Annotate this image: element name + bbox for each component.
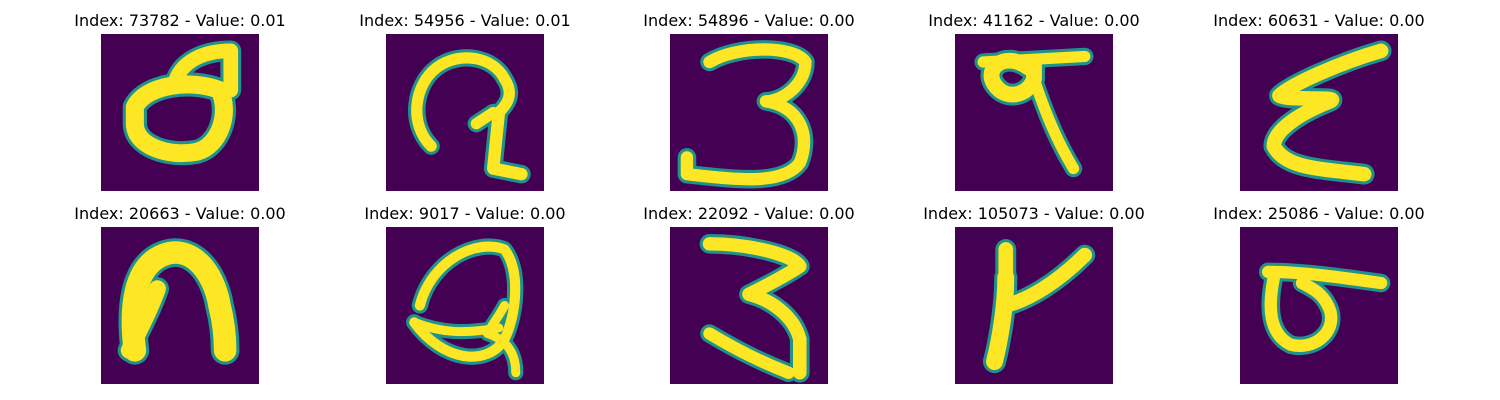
panel-title: Index: 54896 - Value: 0.00	[643, 11, 855, 30]
glyph-stroke	[703, 327, 795, 379]
grid-panel: Index: 54896 - Value: 0.00	[624, 12, 874, 202]
digit-image	[386, 227, 544, 384]
panel-title: Index: 20663 - Value: 0.00	[74, 204, 286, 223]
grid-panel: Index: 22092 - Value: 0.00	[624, 205, 874, 395]
glyph-stroke	[977, 50, 1091, 68]
glyph-stroke	[470, 106, 499, 130]
panel-title: Index: 105073 - Value: 0.00	[923, 204, 1145, 223]
grid-panel: Index: 25086 - Value: 0.00	[1194, 205, 1444, 395]
grid-panel: Index: 41162 - Value: 0.00	[909, 12, 1159, 202]
grid-panel: Index: 20663 - Value: 0.00	[55, 205, 305, 395]
digit-image	[101, 34, 259, 191]
panel-title: Index: 22092 - Value: 0.00	[643, 204, 855, 223]
grid-panel: Index: 105073 - Value: 0.00	[909, 205, 1159, 395]
glyph-stroke	[1266, 43, 1389, 182]
panel-title: Index: 54956 - Value: 0.01	[359, 11, 571, 30]
glyph-stroke	[1264, 271, 1338, 352]
glyph-stroke	[121, 241, 237, 362]
panel-title: Index: 9017 - Value: 0.00	[364, 204, 566, 223]
glyph-stroke	[411, 52, 515, 152]
grid-panel: Index: 73782 - Value: 0.01	[55, 12, 305, 202]
panel-title: Index: 25086 - Value: 0.00	[1213, 204, 1425, 223]
glyph-stroke	[998, 247, 1093, 313]
grid-panel: Index: 60631 - Value: 0.00	[1194, 12, 1444, 202]
digit-image	[955, 34, 1113, 191]
glyph-stroke	[167, 43, 239, 98]
panel-title: Index: 73782 - Value: 0.01	[74, 11, 286, 30]
digit-image	[1240, 227, 1398, 384]
panel-title: Index: 60631 - Value: 0.00	[1213, 11, 1425, 30]
glyph-stroke	[1262, 265, 1388, 290]
glyph-stroke	[702, 237, 807, 380]
glyph-stroke	[680, 43, 812, 186]
digit-image	[101, 227, 259, 384]
digit-image	[955, 227, 1113, 384]
digit-image	[670, 227, 828, 384]
glyph-stroke	[483, 301, 521, 378]
glyph-stroke	[487, 106, 528, 181]
digit-image	[670, 34, 828, 191]
panel-title: Index: 41162 - Value: 0.00	[928, 11, 1140, 30]
glyph-stroke	[409, 241, 521, 362]
glyph-stroke	[1028, 73, 1080, 175]
grid-panel: Index: 54956 - Value: 0.01	[340, 12, 590, 202]
glyph-stroke	[120, 280, 166, 359]
digit-image	[386, 34, 544, 191]
grid-panel: Index: 9017 - Value: 0.00	[340, 205, 590, 395]
digit-image	[1240, 34, 1398, 191]
